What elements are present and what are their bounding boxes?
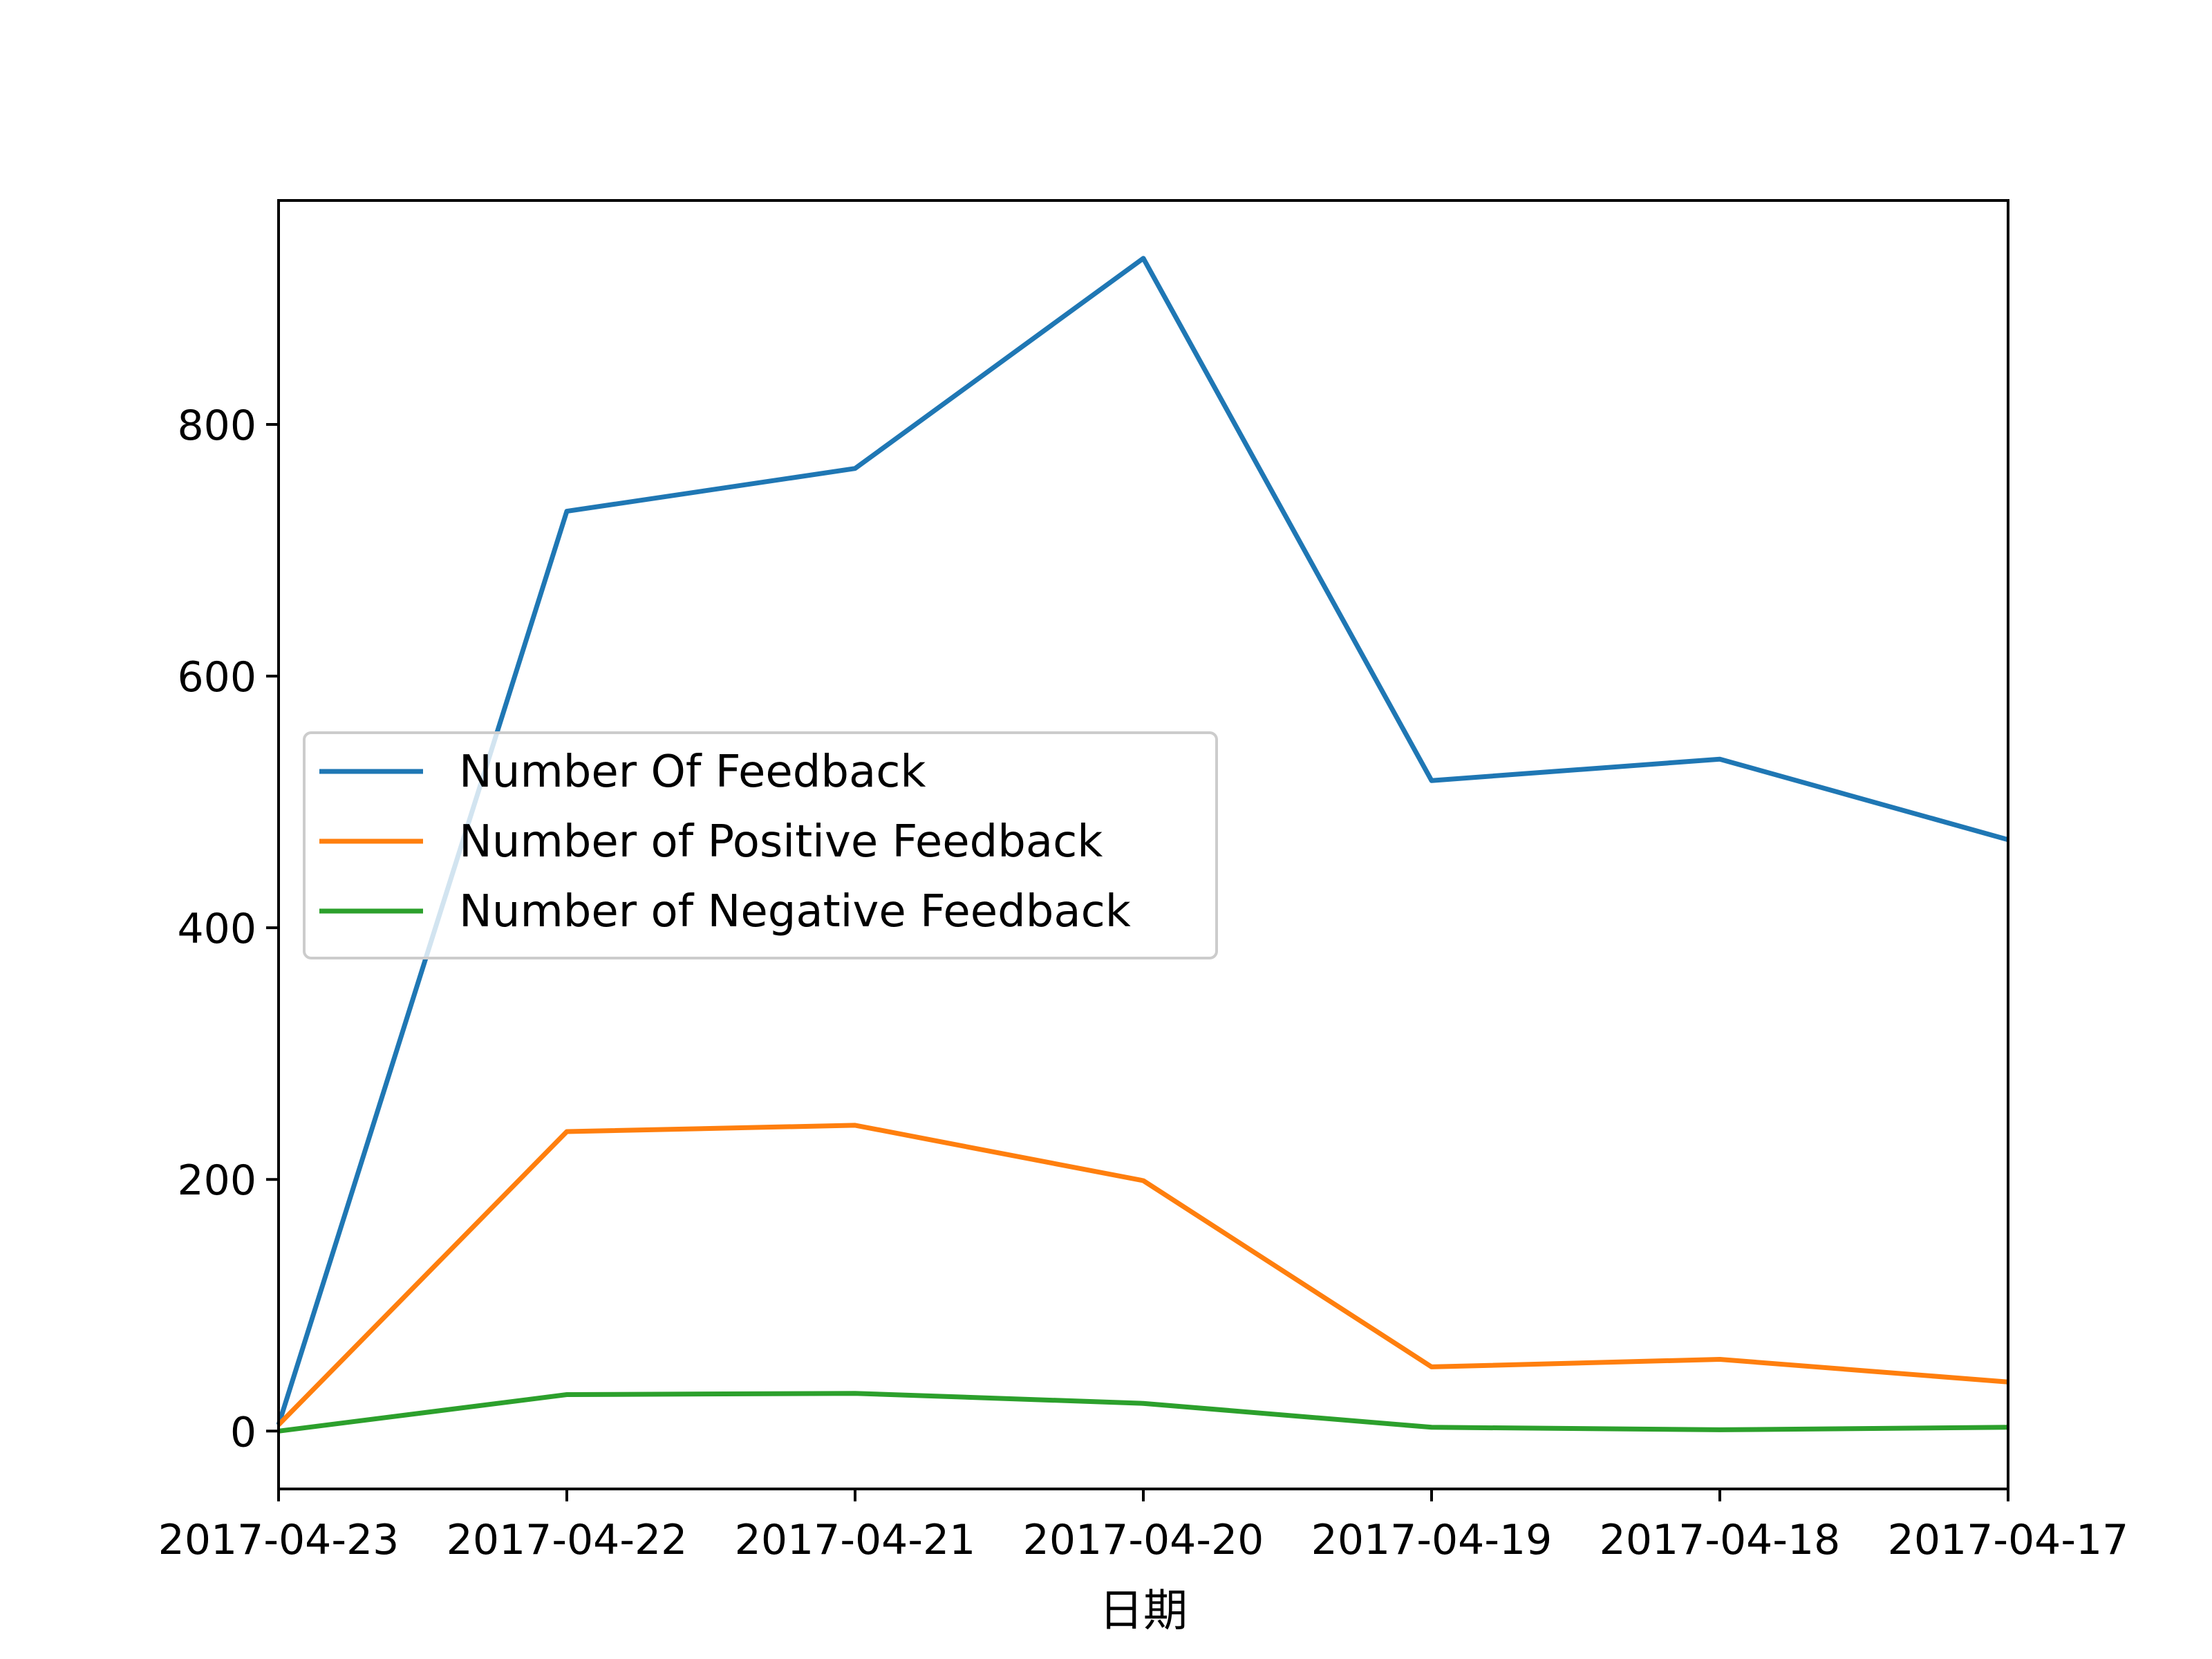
- series-line-number-of-feedback: [276, 256, 2009, 1426]
- x-tick-label: 2017-04-21: [735, 1516, 976, 1564]
- x-tick-label: 2017-04-23: [158, 1516, 400, 1564]
- legend: Number Of Feedback Number of Positive Fe…: [303, 731, 1218, 959]
- legend-label-number-of-negative-feedback: Number of Negative Feedback: [459, 886, 1131, 937]
- y-tick-label: 200: [177, 1156, 256, 1205]
- x-axis-label: 日期: [1099, 1586, 1188, 1637]
- y-axis: 0 200 400 600 800: [177, 402, 279, 1456]
- legend-box: [303, 731, 1218, 959]
- y-tick-label: 600: [177, 653, 256, 702]
- x-tick-label: 2017-04-22: [447, 1516, 688, 1564]
- y-tick-label: 0: [230, 1408, 256, 1456]
- x-tick-label: 2017-04-18: [1600, 1516, 1841, 1564]
- series-line-number-of-positive-feedback: [276, 1123, 2009, 1427]
- y-tick-label: 800: [177, 402, 256, 450]
- x-tick-label: 2017-04-17: [1888, 1516, 2129, 1564]
- y-tick-label: 400: [177, 905, 256, 953]
- x-axis: 2017-04-23 2017-04-22 2017-04-21 2017-04-20…: [158, 1489, 2129, 1564]
- legend-label-number-of-positive-feedback: Number of Positive Feedback: [459, 816, 1103, 868]
- series-layer: [276, 256, 2009, 1434]
- series-line-number-of-negative-feedback: [278, 1391, 2009, 1434]
- x-tick-label: 2017-04-20: [1023, 1516, 1264, 1564]
- x-tick-label: 2017-04-19: [1311, 1516, 1553, 1564]
- legend-label-number-of-feedback: Number Of Feedback: [459, 747, 926, 798]
